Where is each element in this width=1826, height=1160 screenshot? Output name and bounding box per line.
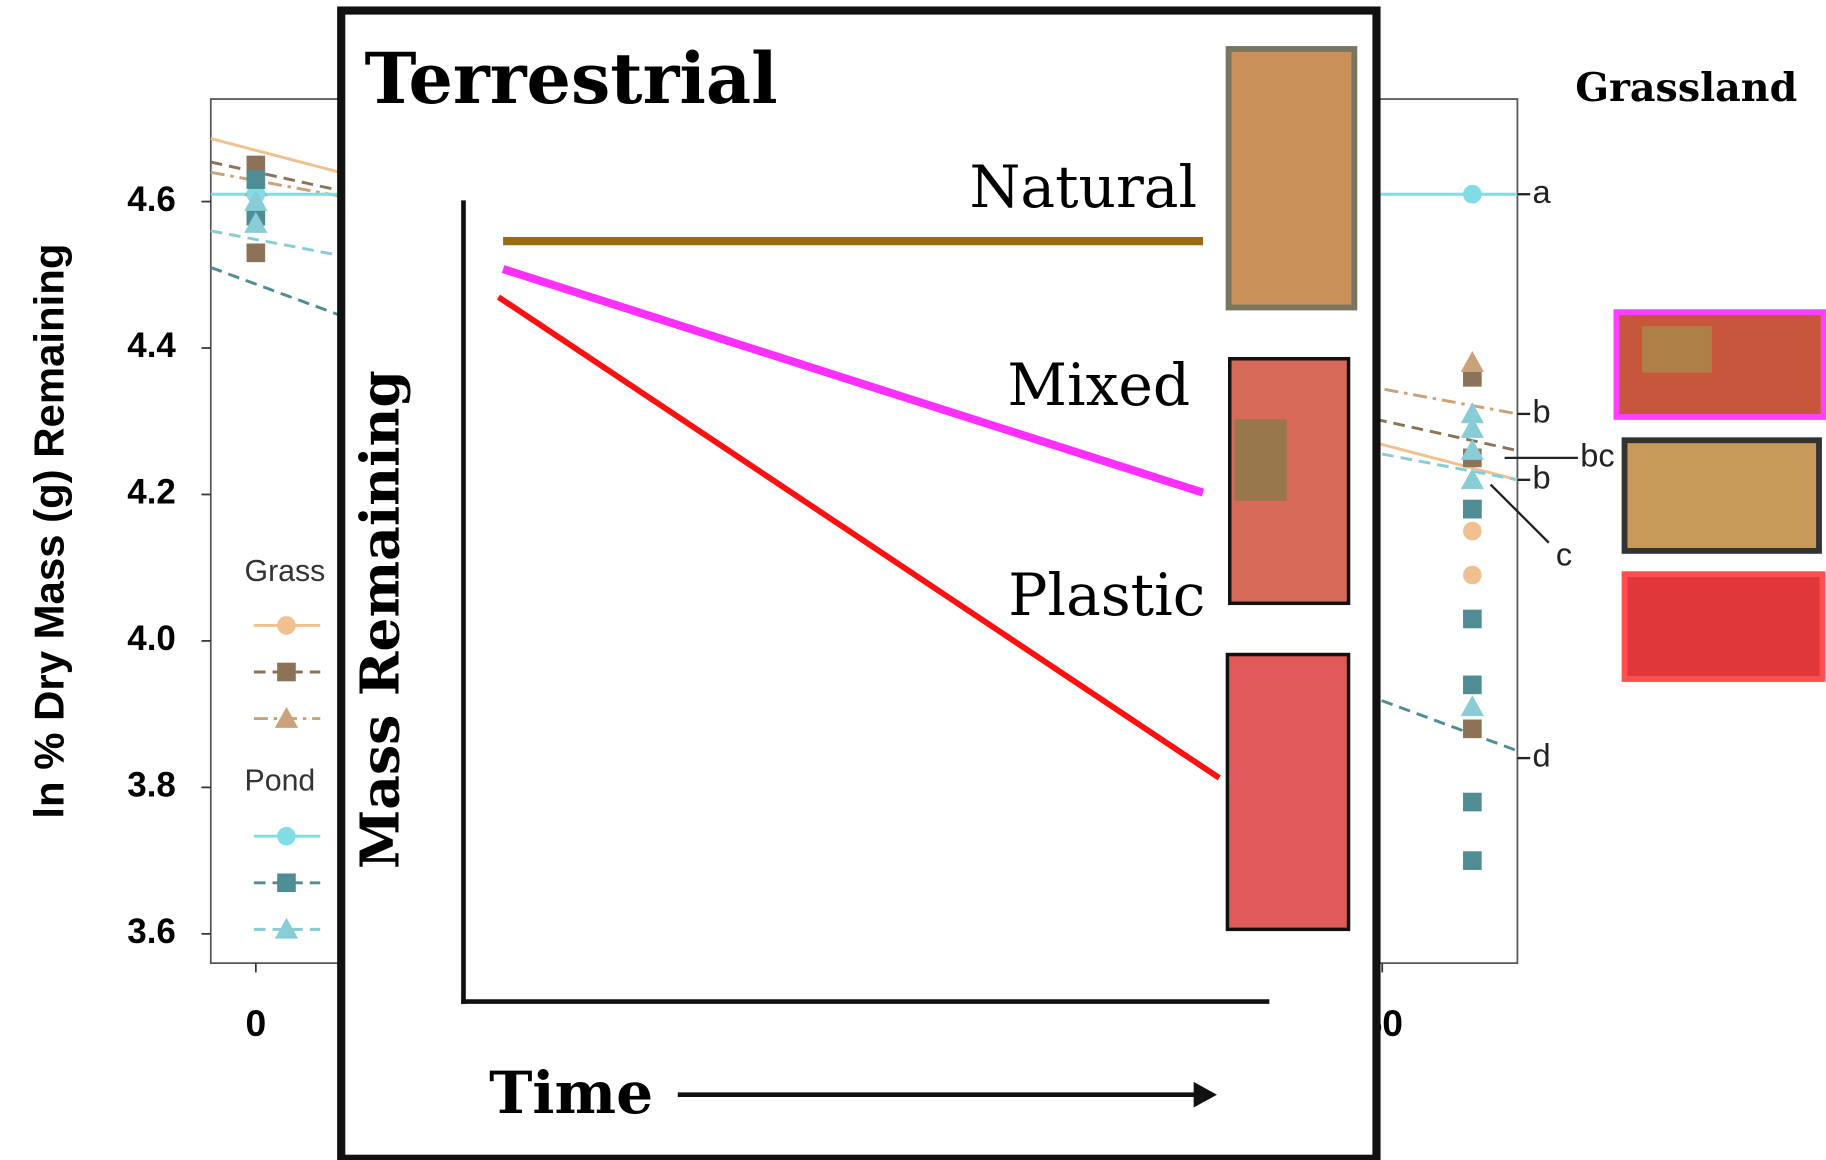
photo-patch: [1234, 419, 1286, 501]
point: [1463, 500, 1482, 519]
inset-frame: [341, 11, 1376, 1159]
legend-marker: [277, 616, 296, 635]
point: [1463, 566, 1482, 585]
annotation: d: [1533, 737, 1551, 774]
line-label: Natural: [969, 153, 1197, 221]
line-label: Mixed: [1007, 351, 1190, 419]
point: [1463, 851, 1482, 870]
legend-title: Pond: [245, 765, 316, 798]
photo-natural: [1229, 49, 1355, 308]
panel-label: Grassland: [1575, 65, 1797, 111]
photo-plastic: [1625, 574, 1823, 679]
point: [1463, 185, 1482, 204]
photos: [1616, 312, 1823, 679]
point: [1463, 676, 1482, 695]
line-label: Plastic: [1008, 561, 1205, 629]
point: [1461, 695, 1484, 716]
legend-title: Grass: [245, 555, 326, 588]
annotation: c: [1556, 535, 1572, 572]
point: [1461, 351, 1484, 372]
x-tick-label: 0: [245, 1002, 266, 1044]
point: [1463, 793, 1482, 812]
legend-marker: [277, 827, 296, 846]
y-axis-label: ln % Dry Mass (g) Remaining: [25, 244, 72, 819]
y-tick-label: 4.2: [127, 473, 176, 512]
photo-plastic: [1227, 655, 1348, 930]
y-tick-label: 4.6: [127, 180, 176, 219]
y-tick-label: 4.0: [127, 619, 176, 658]
legend-marker: [277, 873, 296, 892]
inset-x-label: Time: [489, 1058, 653, 1127]
y-tick-label: 4.4: [127, 326, 176, 365]
annotation: a: [1533, 173, 1552, 210]
photo-natural: [1625, 440, 1819, 551]
point: [1463, 610, 1482, 629]
point: [247, 244, 266, 263]
annotation: b: [1533, 393, 1551, 430]
y-tick-label: 3.8: [127, 766, 176, 805]
photo-patch: [1642, 326, 1712, 373]
inset-panel: Terrestrial Mass Remaining Time Natural …: [341, 11, 1376, 1159]
point: [247, 170, 266, 189]
inset-title: Terrestrial: [365, 38, 778, 120]
y-tick-label: 3.6: [127, 912, 176, 951]
point: [1463, 522, 1482, 541]
legend-marker: [277, 663, 296, 682]
point: [1463, 719, 1482, 738]
figure: ln % Dry Mass (g) Remaining 3.6 3.8 4.0 4.2…: [0, 0, 1826, 1160]
inset-y-label: Mass Remaining: [348, 370, 411, 869]
annotation: b: [1533, 458, 1551, 495]
annotation: bc: [1580, 436, 1614, 473]
page: {"chart_data": {"type": "scatter", "ylab…: [0, 0, 1826, 1160]
